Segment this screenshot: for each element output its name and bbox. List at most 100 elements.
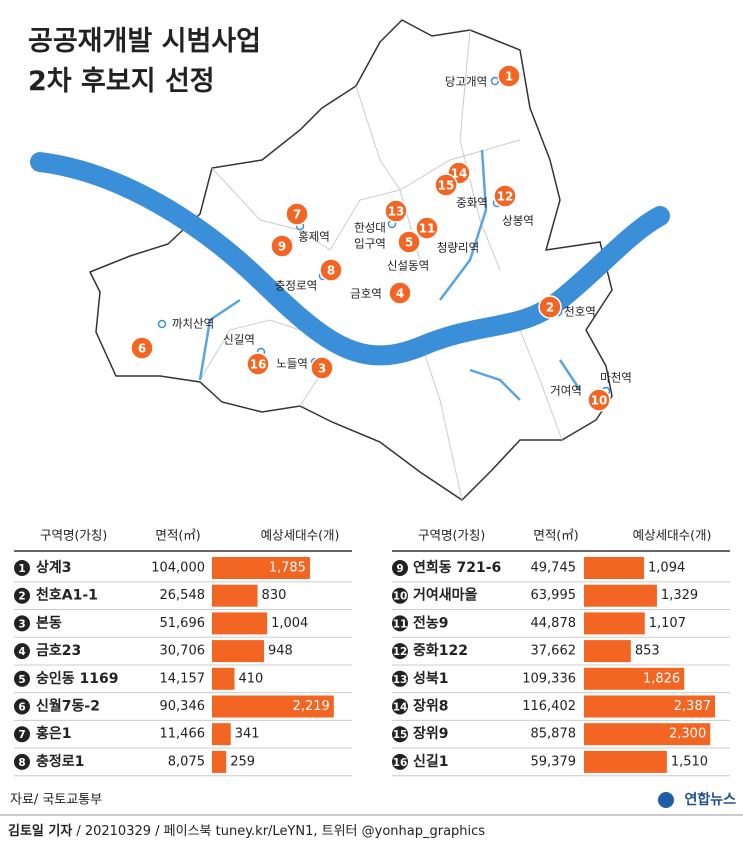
marker [319, 258, 343, 282]
value-label: 259 [230, 754, 255, 769]
marker [493, 184, 517, 208]
value-label: 341 [235, 727, 260, 742]
area: 104,000 [151, 561, 205, 576]
district-name: 홍은1 [36, 725, 72, 742]
station-label: 한성대 [354, 221, 386, 235]
title-line: 공공재개발 시범사업 [28, 26, 261, 57]
row-number-badge [14, 560, 30, 576]
district-name: 장위8 [413, 698, 449, 715]
row-number-badge [392, 587, 408, 604]
row-number-badge [14, 753, 30, 770]
seoul-outline [88, 19, 613, 501]
row-number: 14 [393, 702, 408, 714]
area: 8,075 [168, 754, 205, 769]
marker [246, 352, 270, 376]
station-label: 신길역 [223, 333, 255, 347]
marker [130, 336, 154, 360]
station-label: 마천역 [600, 371, 632, 385]
station-dot [157, 319, 167, 329]
han-river [30, 152, 670, 366]
marker [388, 281, 412, 305]
value-label: 1,329 [661, 588, 698, 603]
district-name: 숭인동 1169 [36, 670, 118, 687]
area: 116,402 [522, 699, 576, 714]
area: 63,995 [531, 588, 577, 603]
district-name: 전농9 [413, 614, 449, 631]
district-name: 장위9 [413, 725, 449, 742]
value-label: 2,387 [674, 699, 711, 714]
row-number: 3 [18, 618, 25, 630]
source: 자료/ 국토교통부 [10, 793, 102, 808]
marker [384, 199, 408, 223]
row-number-badge [14, 670, 30, 687]
row-number: 13 [393, 674, 408, 686]
bar [584, 723, 711, 746]
row-number-badge [392, 615, 408, 632]
area: 49,745 [531, 561, 577, 576]
value-label: 948 [268, 644, 293, 659]
area: 90,346 [160, 699, 206, 714]
credit-line: 김토일 기자 / 20210329 / 페이스북 tuney.kr/LeYN1, … [8, 824, 485, 839]
value-label: 1,785 [269, 561, 306, 576]
value-label: 1,094 [648, 561, 685, 576]
marker [310, 356, 334, 380]
row-number-badge [14, 587, 30, 604]
district-name: 연희동 721-6 [413, 560, 501, 576]
row-number-badge [14, 726, 30, 743]
logo: 연합뉴스 [684, 791, 736, 808]
row-number: 8 [18, 757, 25, 769]
area: 14,157 [160, 671, 206, 686]
district-name: 중화122 [413, 643, 468, 659]
row-number-badge [392, 643, 408, 660]
row-number: 2 [18, 591, 25, 603]
logo-icon [658, 792, 674, 808]
column-header: 면적(㎡) [155, 528, 200, 543]
marker [497, 64, 521, 88]
bar [212, 695, 334, 718]
bar [584, 667, 685, 690]
bar [212, 723, 231, 746]
row-number-badge [392, 726, 408, 743]
value-label: 2,300 [669, 727, 706, 742]
row-number: 9 [396, 563, 403, 575]
area: 37,662 [531, 644, 577, 659]
station-label: 거여역 [550, 384, 582, 398]
bar [212, 640, 265, 663]
bar [212, 584, 258, 607]
bar [212, 557, 310, 579]
marker-label: 2 [546, 301, 554, 315]
row-number-badge [14, 615, 30, 632]
station-label: 홍제역 [298, 230, 330, 244]
station-label: 당고개역 [445, 75, 487, 89]
row-number: 15 [393, 729, 408, 741]
bar [212, 612, 268, 635]
area: 109,336 [522, 671, 576, 686]
station-label: 금호역 [350, 287, 382, 301]
row-number-badge [392, 698, 408, 715]
marker-label: 10 [591, 394, 608, 408]
bar [584, 695, 715, 718]
row-number: 12 [393, 646, 408, 658]
marker-label: 3 [318, 362, 326, 376]
area: 59,379 [531, 754, 577, 769]
value-label: 1,510 [671, 754, 708, 769]
value-label: 410 [239, 671, 264, 686]
value-label: 2,219 [293, 699, 330, 714]
marker-label: 1 [505, 70, 513, 84]
marker-label: 8 [327, 264, 335, 278]
marker-label: 15 [438, 179, 455, 193]
marker-label: 5 [405, 236, 413, 250]
tributaries [198, 149, 582, 401]
marker-label: 16 [250, 358, 267, 372]
bar [584, 584, 657, 607]
row-number: 1 [18, 563, 25, 575]
station-label: 천호역 [564, 305, 596, 319]
title-line: 2차 후보지 선정 [28, 66, 215, 97]
column-header: 예상세대수(개) [261, 528, 340, 543]
marker-label: 13 [388, 205, 405, 219]
credit: 김토일 기자 [8, 824, 72, 839]
district-name: 상계3 [36, 560, 72, 576]
station-label: 입구역 [354, 237, 386, 251]
marker-label: 6 [138, 342, 146, 356]
